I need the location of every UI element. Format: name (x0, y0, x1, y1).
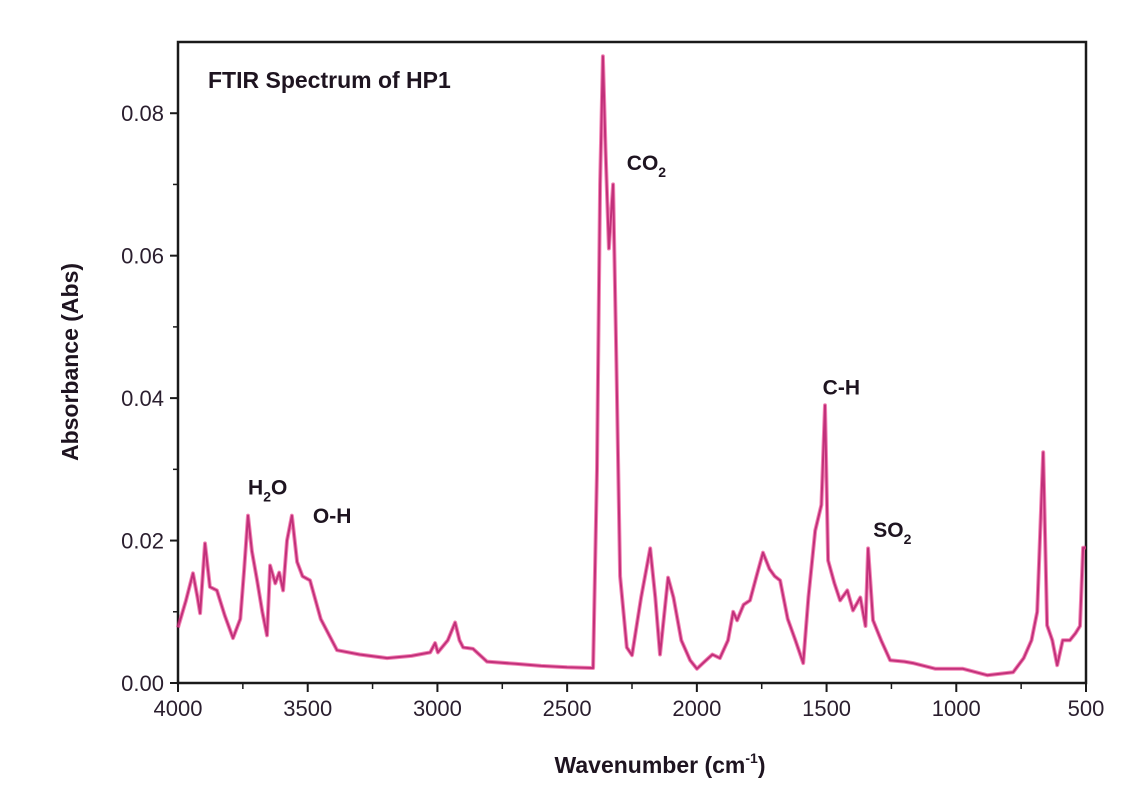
x-axis-label-sup: -1 (745, 750, 758, 766)
x-tick-label: 1500 (802, 696, 851, 721)
x-tick-label: 3500 (283, 696, 332, 721)
x-axis-label-main: Wavenumber (cm (555, 752, 746, 778)
peak-label: CO2 (627, 152, 667, 180)
peak-label-subscript: 2 (658, 164, 666, 180)
y-tick-label: 0.04 (121, 386, 164, 411)
x-axis-label-end: ) (758, 752, 766, 778)
y-tick-label: 0.06 (121, 244, 164, 269)
peak-label-subscript: 2 (263, 488, 271, 504)
peak-label-text: H (248, 476, 263, 499)
y-tick-label: 0.08 (121, 101, 164, 126)
peak-label: H2O (248, 476, 287, 504)
x-tick-label: 1000 (932, 696, 981, 721)
spectrum-line-noise (176, 54, 1086, 678)
y-axis-label: Absorbance (Abs) (57, 263, 83, 461)
peak-label-text: CO (627, 152, 659, 175)
x-tick-label: 2000 (672, 696, 721, 721)
x-tick-label: 500 (1068, 696, 1105, 721)
x-tick-label: 2500 (543, 696, 592, 721)
x-axis: 4000 3500 3000 2500 2000 1500 1000 500 (154, 683, 1105, 721)
spectrum-line (177, 55, 1086, 677)
peak-label-suffix: O (271, 476, 287, 499)
peak-label-subscript: 2 (904, 531, 912, 547)
y-axis: 0.00 0.02 0.04 0.06 0.08 (121, 101, 178, 696)
chart-title: FTIR Spectrum of HP1 (208, 67, 451, 93)
x-tick-label: 4000 (154, 696, 203, 721)
peak-label-text: C-H (823, 377, 860, 400)
peak-label: SO2 (873, 519, 911, 547)
plot-frame (176, 40, 1088, 685)
y-tick-label: 0.00 (121, 671, 164, 696)
peak-label-text: O-H (313, 505, 352, 528)
y-tick-label: 0.02 (121, 529, 164, 554)
peak-label: C-H (823, 377, 860, 400)
x-tick-label: 3000 (413, 696, 462, 721)
x-axis-label: Wavenumber (cm-1) (555, 750, 766, 778)
peak-label-text: SO (873, 519, 903, 542)
peak-label: O-H (313, 505, 352, 528)
